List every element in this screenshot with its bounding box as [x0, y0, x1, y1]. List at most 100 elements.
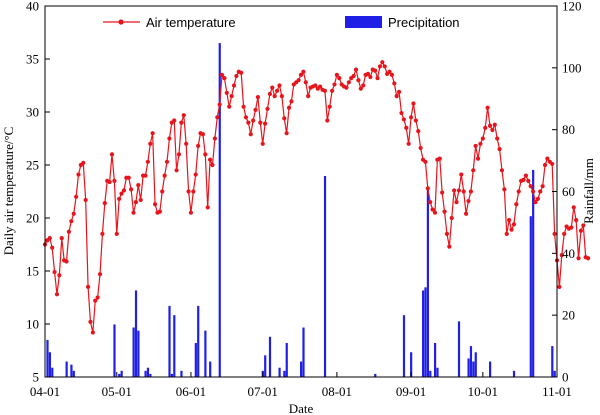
temperature-point	[145, 159, 150, 164]
temperature-point	[176, 152, 182, 157]
legend: Air temperature Precipitation	[103, 15, 460, 30]
temperature-point	[286, 105, 292, 110]
temperature-point	[475, 156, 481, 161]
temperature-point	[408, 115, 414, 120]
temperature-point	[487, 123, 493, 128]
temperature-point	[50, 245, 55, 250]
temperature-point	[351, 73, 356, 79]
temperature-point	[239, 70, 244, 75]
temperature-point	[521, 177, 526, 182]
temperature-point	[279, 94, 284, 99]
temperature-point	[174, 168, 179, 173]
plot-frame	[44, 5, 558, 378]
temperature-line	[44, 60, 589, 333]
temperature-point	[157, 209, 162, 214]
temperature-point	[181, 113, 186, 118]
temperature-point	[586, 256, 591, 261]
temperature-point	[274, 88, 280, 93]
temperature-point	[389, 72, 395, 77]
temperature-point	[423, 159, 428, 164]
precipitation-bar	[422, 290, 425, 377]
temperature-point	[112, 178, 117, 183]
precipitation-bar	[132, 327, 135, 377]
precipitation-bar	[472, 361, 475, 377]
x-tick-label: 04-01	[30, 384, 60, 399]
temperature-point	[535, 196, 540, 202]
precipitation-bar	[264, 355, 267, 377]
left-y-tick-label: 5	[33, 370, 40, 385]
left-y-axis: 5 10 15 20 25 30 35 40	[26, 0, 50, 385]
left-y-tick-label: 40	[26, 0, 39, 14]
temperature-point	[574, 218, 579, 223]
temperature-point	[516, 189, 521, 194]
temperature-point	[186, 189, 191, 194]
temperature-point	[150, 131, 155, 136]
temperature-point	[100, 231, 105, 236]
temperature-point	[507, 218, 512, 223]
precipitation-bar	[529, 216, 532, 377]
precipitation-bar	[134, 290, 138, 377]
temperature-point	[222, 75, 227, 81]
temperature-point	[440, 190, 445, 195]
temperature-point	[277, 83, 282, 88]
temperature-point	[471, 168, 476, 173]
right-y-tick-label: 20	[562, 308, 575, 323]
temperature-point	[301, 69, 306, 74]
precipitation-bar	[168, 305, 171, 377]
left-y-tick-label: 20	[26, 211, 39, 226]
precipitation-bar	[424, 287, 427, 377]
legend-precipitation-label: Precipitation	[388, 15, 460, 30]
precipitation-bar	[209, 361, 212, 377]
precipitation-bar	[532, 169, 535, 377]
temperature-point	[133, 200, 139, 205]
temperature-point	[117, 196, 122, 202]
right-y-axis-title: Rainfall/mm	[581, 158, 596, 224]
precipitation-bar	[551, 346, 554, 377]
temperature-point	[437, 156, 442, 161]
temperature-point	[303, 80, 308, 85]
temperature-point	[454, 200, 459, 205]
temperature-point	[461, 189, 466, 194]
temperature-point	[227, 104, 232, 109]
temperature-point	[207, 157, 213, 162]
left-y-axis-title: Daily air temperature/°C	[1, 127, 16, 256]
right-y-tick-label: 60	[562, 184, 575, 199]
precipitation-bar	[436, 367, 439, 377]
temperature-point	[97, 272, 103, 277]
right-y-tick-label: 120	[562, 0, 582, 14]
temperature-point	[81, 160, 86, 165]
temperature-point	[373, 68, 378, 73]
temperature-point	[463, 211, 469, 216]
precipitation-bar	[426, 188, 429, 377]
precipitation-bar	[194, 342, 197, 377]
x-tick-label: 07-01	[248, 384, 278, 399]
temperature-point	[109, 152, 115, 157]
temperature-point	[164, 159, 170, 164]
temperature-point	[85, 284, 91, 289]
temperature-point	[152, 202, 158, 207]
temperature-point	[93, 298, 98, 303]
temperature-point	[114, 231, 119, 236]
precipitation-bar	[283, 370, 286, 377]
precipitation-bar	[70, 364, 73, 377]
temperature-point	[284, 131, 289, 136]
temperature-point	[59, 236, 64, 241]
temperature-point	[526, 178, 531, 183]
temperature-point	[504, 231, 509, 236]
temperature-point	[442, 209, 447, 214]
x-tick-label: 05-01	[102, 384, 132, 399]
temperature-point	[380, 60, 385, 65]
temperature-point	[540, 184, 545, 189]
temperature-point	[322, 88, 328, 93]
temperature-point	[102, 201, 107, 206]
left-y-tick-label: 10	[26, 317, 39, 332]
temperature-point	[559, 253, 564, 258]
temperature-point	[375, 75, 380, 81]
temperature-point	[413, 118, 418, 123]
temperature-point	[542, 162, 548, 168]
temperature-point	[234, 73, 239, 79]
precipitation-bar	[72, 370, 75, 377]
temperature-point	[210, 162, 215, 168]
temperature-point	[241, 104, 246, 109]
temperature-point	[334, 72, 339, 77]
